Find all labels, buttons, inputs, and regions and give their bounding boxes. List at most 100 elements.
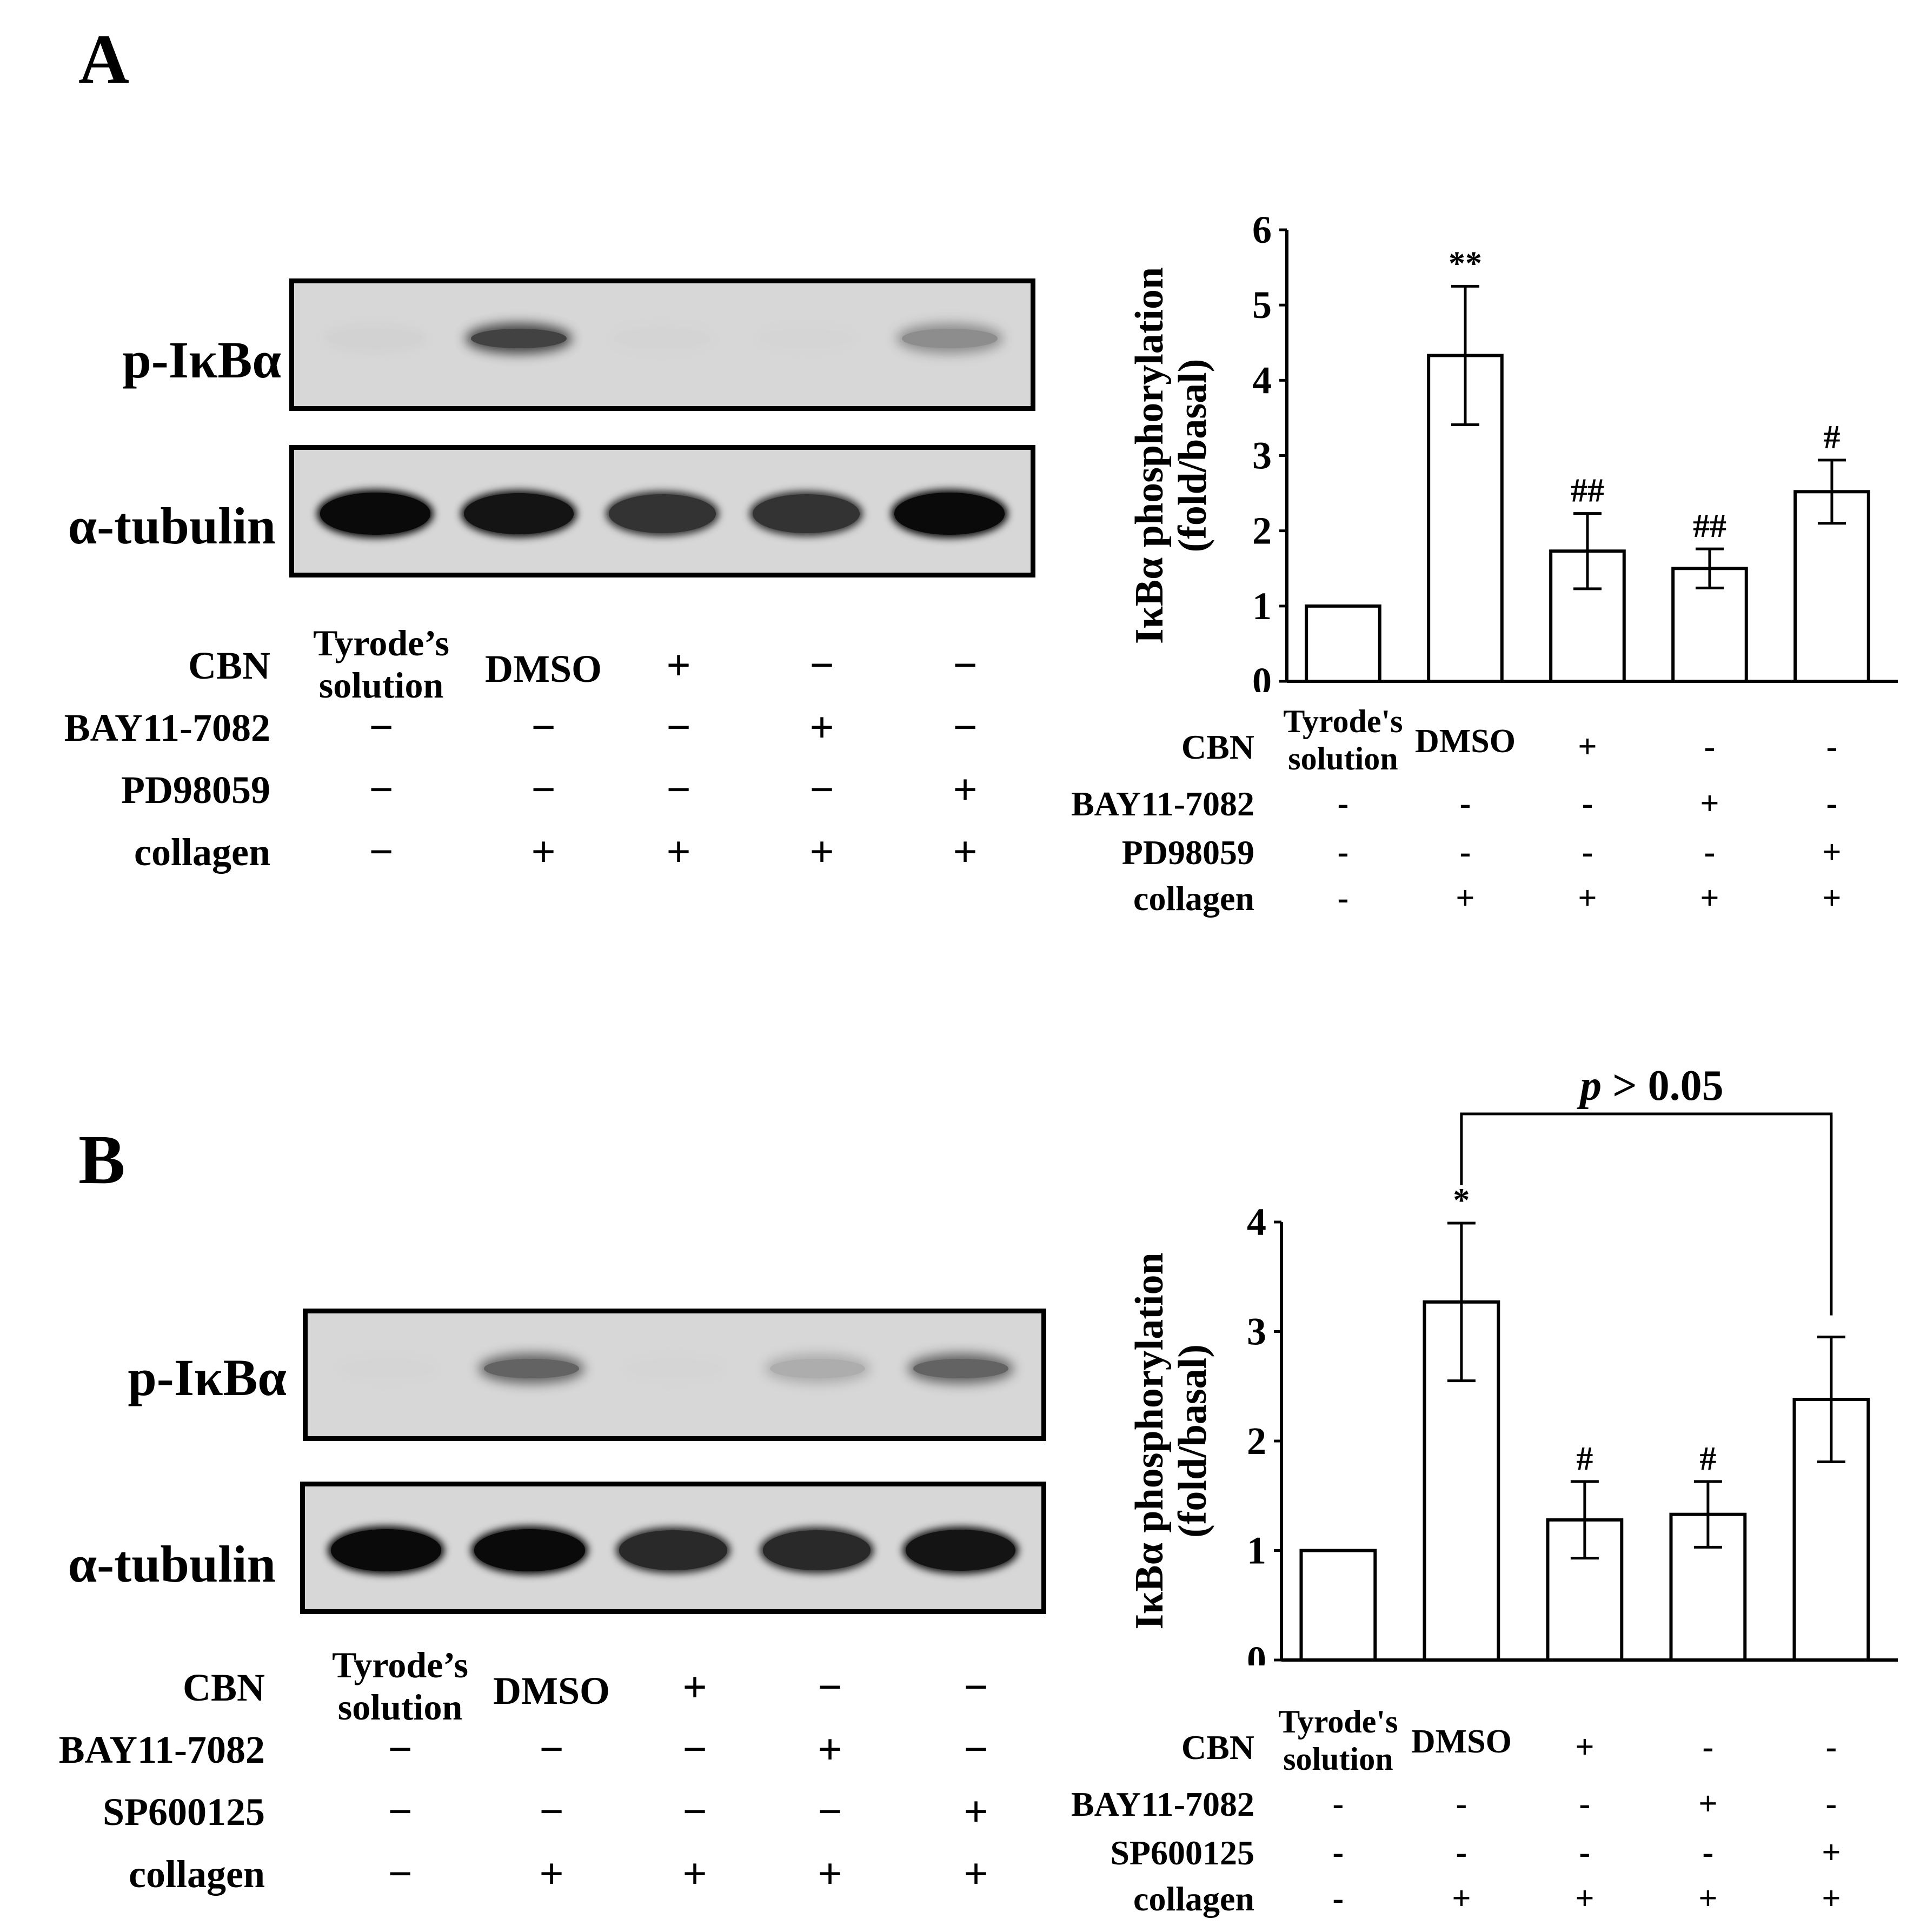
treatment-cell: DMSO	[485, 647, 602, 691]
blot-band	[327, 328, 423, 349]
y-tick-label: 4	[1252, 358, 1272, 402]
chart-treatment-cell: -	[1456, 1785, 1467, 1822]
blot-band	[627, 1358, 722, 1379]
blot-label-p-ikba-b: p-IκBα	[128, 1349, 287, 1406]
treatment-cell: −	[682, 1726, 707, 1774]
treatment-cell: +	[964, 1850, 988, 1898]
chart-treatment-cell: +	[1822, 1880, 1841, 1917]
treatment-row-label: BAY11-7082	[58, 1728, 265, 1771]
chart-treatment-cell: -	[1459, 834, 1471, 871]
y-tick-label: 0	[1247, 1638, 1266, 1665]
treatment-cell: −	[539, 1726, 564, 1774]
blot-band	[474, 1529, 585, 1571]
chart-treatment-cell: -	[1459, 785, 1471, 822]
chart-treatment-cell: -	[1456, 1834, 1467, 1871]
treatment-row-label: collagen	[134, 831, 270, 874]
chart-treatment-row-label: collagen	[1133, 879, 1254, 918]
blot-band	[614, 328, 710, 349]
chart-treatment-row-label: SP600125	[1110, 1834, 1254, 1872]
chart-treatment-cell: -	[1332, 1785, 1344, 1822]
significance-annotation: **	[1449, 245, 1482, 282]
chart-treatment-cell: +	[1698, 1880, 1718, 1917]
chart-treatment-row-label: PD98059	[1121, 833, 1254, 872]
chart-treatment-cell: -	[1332, 1834, 1344, 1871]
bar	[1549, 549, 1626, 683]
treatment-cell: −	[388, 1788, 413, 1836]
chart-treatment-cell: -	[1337, 834, 1349, 871]
y-axis-label: (fold/basal)	[1171, 1344, 1215, 1538]
blot-band	[464, 493, 574, 535]
western-blot-p-ikba	[289, 278, 1035, 411]
chart-treatment-cell: -	[1704, 834, 1716, 871]
blot-band	[769, 1358, 866, 1379]
blot-band	[894, 493, 1005, 535]
chart-treatment-cell: +	[1700, 880, 1719, 917]
chart-treatment-cell: +	[1822, 880, 1842, 917]
chart-treatment-cell: +	[1698, 1785, 1718, 1822]
chart-treatment-row-label: BAY11-7082	[1071, 1785, 1254, 1823]
chart-treatment-cell: +	[1822, 1834, 1841, 1871]
chart-treatment-cell: -	[1337, 880, 1349, 917]
treatment-cell: −	[531, 766, 556, 814]
y-tick-label: 2	[1252, 509, 1272, 553]
chart-treatment-cell: -	[1702, 1834, 1714, 1871]
blot-band	[905, 1530, 1015, 1571]
treatment-cell: +	[818, 1850, 842, 1898]
blot-band	[470, 328, 567, 349]
treatment-cell: −	[809, 642, 834, 689]
chart-treatment-cell: Tyrode's solution	[1278, 1704, 1398, 1777]
chart-treatment-cell: -	[1579, 1834, 1591, 1871]
y-tick-label: 2	[1247, 1419, 1266, 1463]
blot-band	[608, 494, 716, 534]
chart-treatment-cell: +	[1578, 880, 1597, 917]
western-blot-p-ikba-b	[303, 1309, 1046, 1441]
treatment-row-label: PD98059	[121, 768, 270, 812]
treatment-cell: −	[953, 704, 978, 752]
treatment-cell: −	[369, 704, 394, 752]
treatment-cell: −	[666, 704, 691, 752]
chart-treatment-cell: -	[1826, 785, 1838, 822]
comparison-label: p > 0.05	[1577, 1062, 1724, 1110]
treatment-cell: −	[369, 766, 394, 814]
blot-band	[619, 1530, 727, 1570]
y-tick-label: 3	[1252, 434, 1272, 477]
treatment-row-label: SP600125	[102, 1790, 265, 1834]
blot-label-alpha-tubulin-b: α-tubulin	[68, 1535, 276, 1593]
treatment-cell: −	[964, 1726, 988, 1774]
blot-label-p-ikba: p-IκBα	[122, 331, 281, 389]
y-tick-label: 1	[1252, 585, 1272, 628]
treatment-cell: −	[809, 766, 834, 814]
treatment-cell: −	[369, 828, 394, 876]
y-tick-label: 6	[1252, 208, 1272, 251]
y-axis-label: IκBα phosphorylation	[1127, 267, 1172, 644]
treatment-cell: +	[809, 704, 834, 752]
treatment-row-label: collagen	[129, 1853, 265, 1896]
treatment-cell: Tyrode’s solution	[313, 622, 449, 706]
chart-treatment-row-label: CBN	[1181, 1728, 1254, 1767]
treatment-cell: +	[964, 1788, 988, 1836]
chart-treatment-row-label: collagen	[1133, 1880, 1254, 1918]
blot-band	[913, 1358, 1008, 1379]
blot-band	[330, 1529, 441, 1571]
bar	[1669, 1512, 1747, 1662]
y-tick-label: 5	[1252, 283, 1272, 327]
bar	[1671, 567, 1748, 683]
treatment-cell: +	[818, 1726, 842, 1774]
blot-band	[758, 328, 854, 349]
blot-band	[320, 493, 430, 535]
y-tick-label: 0	[1252, 660, 1272, 692]
bar	[1299, 1549, 1377, 1662]
y-tick-label: 3	[1247, 1310, 1266, 1353]
chart-treatment-cell: +	[1575, 1729, 1595, 1765]
chart-treatment-cell: -	[1825, 1785, 1837, 1822]
chart-treatment-cell: DMSO	[1414, 723, 1516, 760]
treatment-row-label: CBN	[182, 1666, 265, 1709]
chart-treatment-row-label: BAY11-7082	[1071, 785, 1254, 823]
blot-label-alpha-tubulin: α-tubulin	[68, 497, 276, 555]
y-tick-label: 1	[1247, 1529, 1266, 1572]
treatment-cell: −	[388, 1726, 413, 1774]
treatment-cell: Tyrode’s solution	[332, 1644, 468, 1728]
blot-band	[483, 1358, 580, 1379]
chart-treatment-cell: +	[1700, 785, 1719, 822]
bar-chart-a: 0 1 2 3 4 5 6 IκBα phosphorylation(fold/basal) *…	[1127, 208, 1898, 692]
